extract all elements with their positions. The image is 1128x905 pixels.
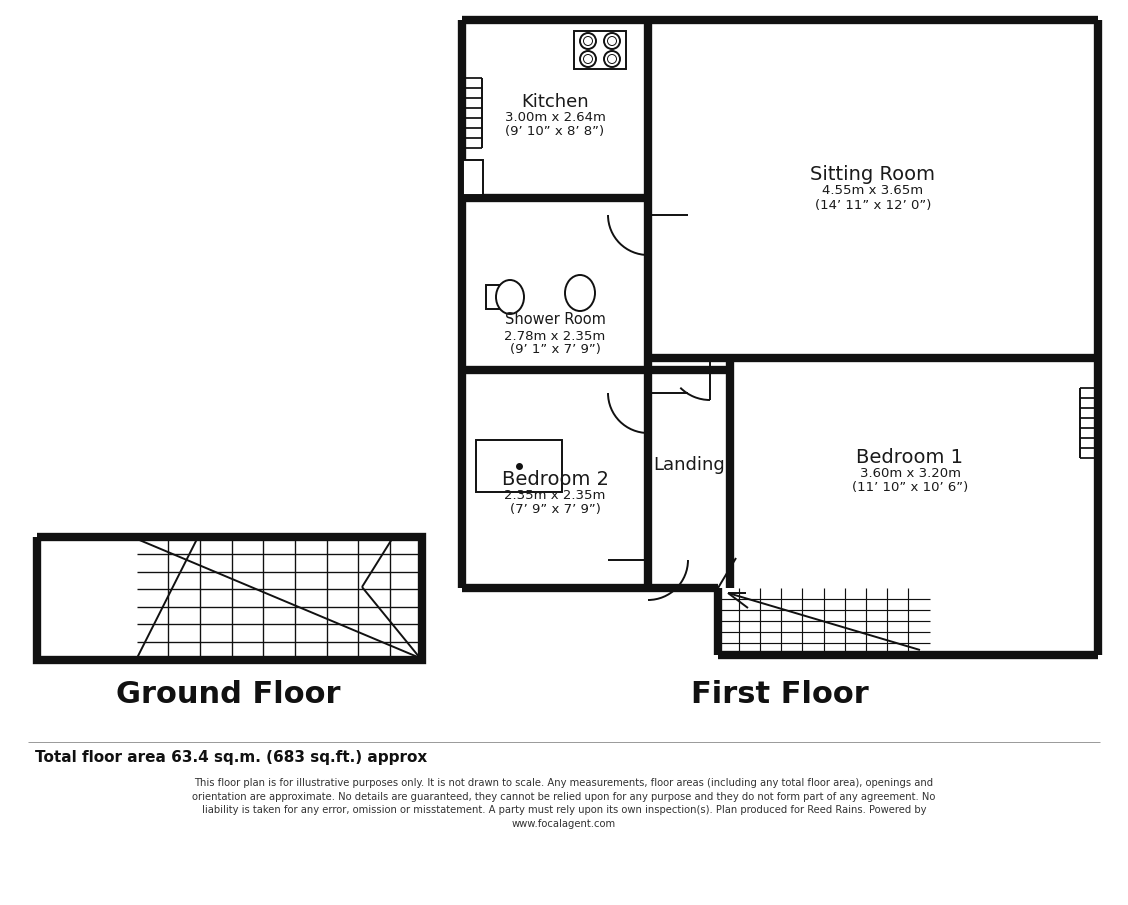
Text: Landing: Landing — [653, 456, 725, 474]
Text: (7’ 9” x 7’ 9”): (7’ 9” x 7’ 9”) — [510, 503, 600, 517]
Circle shape — [583, 36, 592, 45]
Text: Bedroom 2: Bedroom 2 — [502, 471, 608, 490]
Ellipse shape — [496, 280, 525, 314]
Text: 3.60m x 3.20m: 3.60m x 3.20m — [860, 468, 961, 481]
Circle shape — [608, 54, 617, 63]
Circle shape — [608, 36, 617, 45]
Bar — [462, 160, 483, 195]
Text: (9’ 10” x 8’ 8”): (9’ 10” x 8’ 8”) — [505, 126, 605, 138]
Text: 3.00m x 2.64m: 3.00m x 2.64m — [504, 111, 606, 125]
Text: Kitchen: Kitchen — [521, 93, 589, 111]
Text: This floor plan is for illustrative purposes only. It is not drawn to scale. Any: This floor plan is for illustrative purp… — [192, 778, 936, 829]
Circle shape — [603, 33, 620, 49]
Text: (9’ 1” x 7’ 9”): (9’ 1” x 7’ 9”) — [510, 344, 600, 357]
Text: 2.35m x 2.35m: 2.35m x 2.35m — [504, 490, 606, 502]
Circle shape — [603, 51, 620, 67]
Bar — [476, 440, 562, 492]
Circle shape — [583, 54, 592, 63]
Text: Bedroom 1: Bedroom 1 — [856, 449, 963, 468]
Text: Sitting Room: Sitting Room — [811, 166, 935, 185]
Text: 2.78m x 2.35m: 2.78m x 2.35m — [504, 329, 606, 342]
Text: Total floor area 63.4 sq.m. (683 sq.ft.) approx: Total floor area 63.4 sq.m. (683 sq.ft.)… — [35, 750, 428, 765]
Text: (14’ 11” x 12’ 0”): (14’ 11” x 12’ 0”) — [814, 198, 932, 212]
Text: First Floor: First Floor — [691, 680, 869, 709]
Text: 4.55m x 3.65m: 4.55m x 3.65m — [822, 185, 924, 197]
Ellipse shape — [565, 275, 594, 311]
Text: (11’ 10” x 10’ 6”): (11’ 10” x 10’ 6”) — [852, 481, 968, 494]
Text: Ground Floor: Ground Floor — [116, 680, 341, 709]
Circle shape — [580, 33, 596, 49]
Bar — [486, 285, 504, 309]
Bar — [574, 31, 626, 69]
Circle shape — [580, 51, 596, 67]
Text: Shower Room: Shower Room — [504, 312, 606, 328]
